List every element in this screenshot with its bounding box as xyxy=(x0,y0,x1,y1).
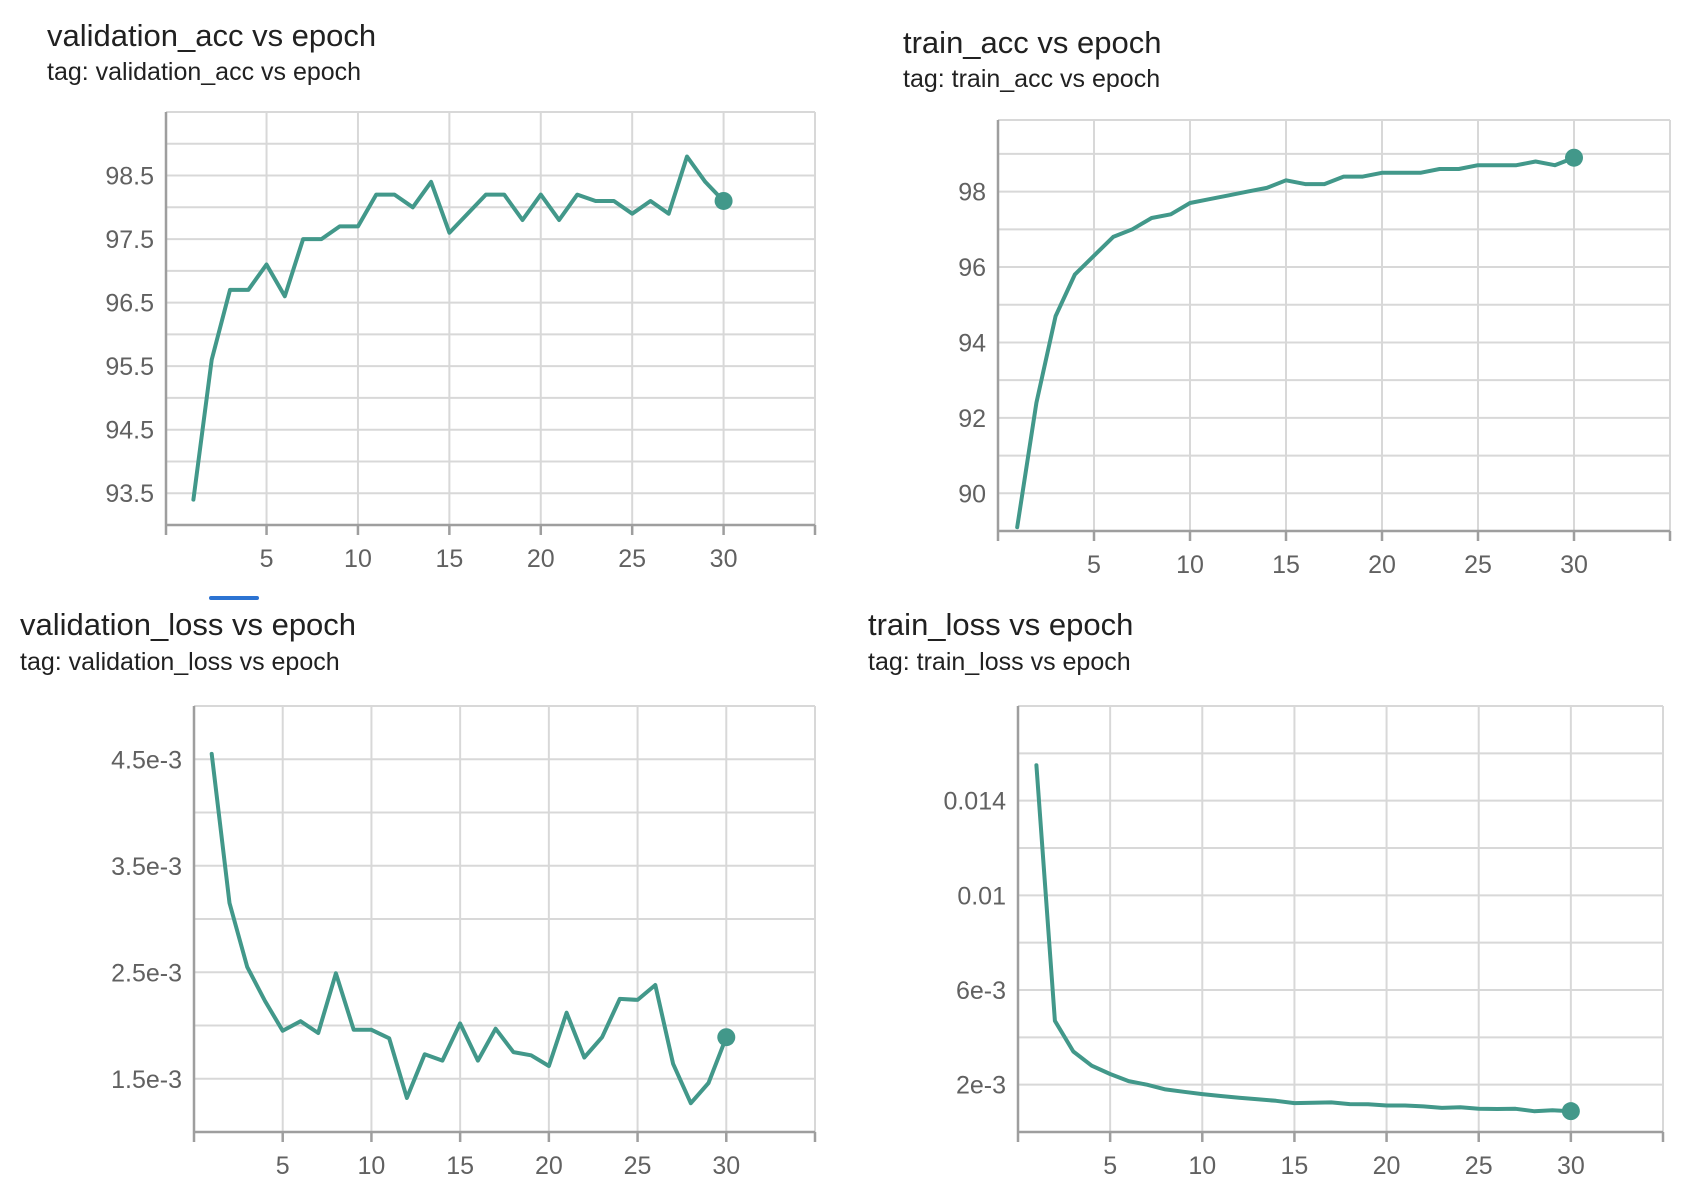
series-end-point[interactable] xyxy=(717,1028,736,1047)
x-tick-label: 15 xyxy=(446,1152,474,1180)
y-tick-label: 97.5 xyxy=(105,226,154,254)
series-line xyxy=(1034,763,1573,1114)
chart-validation-loss[interactable]: 5 10 15 20 25 30 1.5e-3 2.5e-3 3.5e-3 4.5e-3 xyxy=(0,0,900,1204)
x-tick-label: 5 xyxy=(276,1152,290,1180)
y-tick-label: 96.5 xyxy=(105,290,154,318)
x-tick-label: 10 xyxy=(344,545,372,573)
x-tick-label: 15 xyxy=(1272,551,1300,579)
chart-validation-acc[interactable]: 5 10 15 20 25 30 93.5 94.5 95.5 96.5 97.5 98.5 xyxy=(0,0,900,600)
selection-marker xyxy=(209,596,259,600)
x-tick-label: 25 xyxy=(618,545,646,573)
y-tick-label: 95.5 xyxy=(105,353,154,381)
chart-tag: tag: validation_acc vs epoch xyxy=(47,58,362,86)
x-tick-label: 5 xyxy=(1103,1152,1117,1180)
gridlines xyxy=(1018,705,1664,1133)
x-tick-label: 10 xyxy=(1188,1152,1216,1180)
chart-title: train_loss vs epoch xyxy=(868,607,1134,642)
y-tick-label: 4.5e-3 xyxy=(111,746,182,774)
y-tick-label: 2e-3 xyxy=(956,1072,1006,1100)
y-tick-label: 3.5e-3 xyxy=(111,853,182,881)
x-tick-label: 25 xyxy=(1464,551,1492,579)
x-tick-label: 5 xyxy=(1087,551,1101,579)
y-tick-label: 0.014 xyxy=(943,788,1006,816)
x-tick-label: 15 xyxy=(435,545,463,573)
x-tick-label: 20 xyxy=(1368,551,1396,579)
gridlines xyxy=(194,705,816,1133)
chart-tag: tag: train_loss vs epoch xyxy=(868,648,1131,676)
chart-title: validation_loss vs epoch xyxy=(20,607,357,642)
x-tick-label: 30 xyxy=(1560,551,1588,579)
chart-tag: tag: validation_loss vs epoch xyxy=(20,648,340,676)
series-line xyxy=(209,751,729,1106)
series-end-point[interactable] xyxy=(1561,1102,1580,1121)
x-tick-label: 30 xyxy=(712,1152,740,1180)
y-tick-label: 94.5 xyxy=(105,417,154,445)
y-tick-label: 96 xyxy=(958,254,986,282)
series-line xyxy=(1015,155,1576,530)
y-tick-label: 92 xyxy=(958,405,986,433)
y-tick-label: 93.5 xyxy=(105,480,154,508)
y-tick-label: 98 xyxy=(958,179,986,207)
x-tick-label: 15 xyxy=(1281,1152,1309,1180)
y-tick-label: 90 xyxy=(958,480,986,508)
x-tick-label: 25 xyxy=(1465,1152,1493,1180)
x-tick-label: 30 xyxy=(1557,1152,1585,1180)
chart-tag: tag: train_acc vs epoch xyxy=(903,65,1161,93)
chart-title: train_acc vs epoch xyxy=(903,25,1162,60)
chart-title: validation_acc vs epoch xyxy=(47,18,377,53)
x-tick-label: 20 xyxy=(527,545,555,573)
x-tick-label: 30 xyxy=(710,545,738,573)
x-tick-label: 10 xyxy=(358,1152,386,1180)
y-tick-label: 2.5e-3 xyxy=(111,959,182,987)
series-end-point[interactable] xyxy=(1565,148,1583,167)
y-tick-label: 6e-3 xyxy=(956,977,1006,1005)
y-tick-label: 94 xyxy=(958,329,986,357)
chart-train-acc[interactable]: 5 10 15 20 25 30 90 92 94 96 98 xyxy=(0,0,1686,600)
x-tick-label: 5 xyxy=(260,545,274,573)
y-tick-label: 98.5 xyxy=(105,163,154,191)
x-tick-label: 25 xyxy=(624,1152,652,1180)
x-tick-label: 20 xyxy=(535,1152,563,1180)
series-end-point[interactable] xyxy=(714,191,733,210)
x-tick-label: 20 xyxy=(1373,1152,1401,1180)
x-tick-label: 10 xyxy=(1176,551,1204,579)
series-line xyxy=(191,154,726,502)
y-tick-label: 1.5e-3 xyxy=(111,1066,182,1094)
y-tick-label: 0.01 xyxy=(957,882,1006,910)
